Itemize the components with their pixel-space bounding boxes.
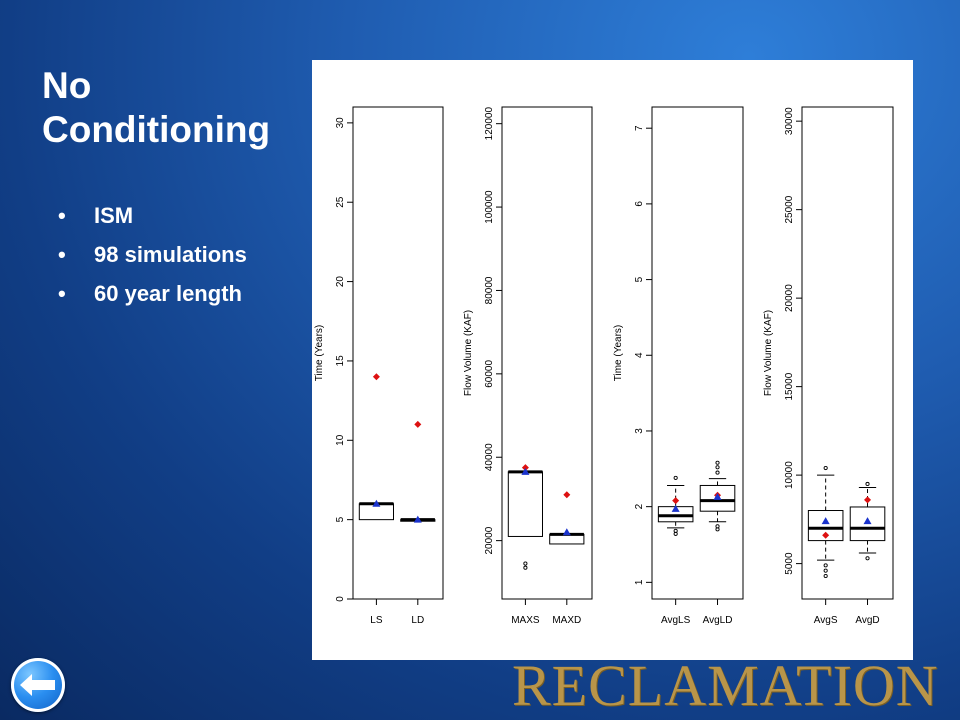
- y-axis-label: Time (Years): [314, 325, 325, 382]
- bullet-text: 60 year length: [94, 281, 242, 306]
- x-tick-label: LD: [411, 615, 424, 626]
- y-tick-label: 30000: [784, 107, 795, 135]
- bullet-item: • ISM: [58, 196, 247, 235]
- bullet-item: • 98 simulations: [58, 235, 247, 274]
- y-tick-label: 20: [335, 276, 346, 288]
- red-diamond-marker: [521, 464, 529, 472]
- plot-frame: [501, 106, 593, 600]
- box: [849, 506, 886, 542]
- y-tick-label: 4: [634, 352, 645, 358]
- box: [507, 471, 544, 537]
- red-diamond-marker: [414, 420, 422, 428]
- y-axis-label: Flow Volume (KAF): [463, 310, 474, 396]
- y-tick-label: 10000: [784, 461, 795, 489]
- y-tick-label: 25: [335, 196, 346, 208]
- red-diamond-marker: [563, 491, 571, 499]
- y-tick-label: 20000: [784, 284, 795, 312]
- x-tick-label: MAXS: [511, 615, 540, 626]
- bullet-dot: •: [58, 242, 66, 267]
- outlier-point: [715, 470, 720, 475]
- y-tick-label: 5000: [784, 552, 795, 575]
- outlier-point: [865, 481, 870, 487]
- y-tick-label: 20000: [484, 526, 495, 554]
- y-tick-label: 40000: [484, 443, 495, 471]
- x-tick-label: LS: [370, 615, 383, 626]
- blue-triangle-marker: [372, 499, 381, 507]
- outlier-point: [715, 465, 720, 470]
- x-tick-label: AvgLD: [703, 615, 733, 626]
- outlier-point: [673, 475, 678, 480]
- y-tick-label: 15: [335, 355, 346, 367]
- y-tick-label: 5: [634, 276, 645, 282]
- x-tick-label: AvgLS: [661, 615, 691, 626]
- outlier-point: [865, 556, 870, 561]
- y-tick-label: 6: [634, 201, 645, 207]
- red-diamond-marker: [864, 496, 872, 504]
- outlier-point: [823, 573, 828, 579]
- plot-frame: [651, 106, 744, 600]
- outlier-point: [823, 568, 828, 573]
- y-tick-label: 80000: [484, 276, 495, 304]
- blue-triangle-marker: [863, 517, 872, 525]
- x-tick-label: AvgS: [814, 615, 838, 626]
- y-tick-label: 15000: [784, 372, 795, 400]
- blue-triangle-marker: [713, 492, 722, 500]
- bullet-dot: •: [58, 281, 66, 306]
- bullet-dot: •: [58, 203, 66, 228]
- y-tick-label: 0: [335, 596, 346, 602]
- blue-triangle-marker: [671, 504, 680, 512]
- y-tick-label: 7: [634, 125, 645, 131]
- y-tick-label: 2: [634, 503, 645, 509]
- outlier-point: [823, 563, 828, 568]
- y-tick-label: 120000: [484, 107, 495, 141]
- back-arrow-icon: [20, 674, 55, 696]
- y-tick-label: 60000: [484, 360, 495, 388]
- boxplot-panel: 20000 40000 60000 80000 100000 120000 Flow Vol…: [463, 106, 593, 626]
- red-diamond-marker: [822, 531, 830, 539]
- boxplot-panel: 0 5 10 15 20 25 30 Time (Years) LS LD: [314, 106, 444, 626]
- blue-triangle-marker: [413, 515, 422, 523]
- red-diamond-marker: [672, 497, 680, 505]
- plot-frame: [352, 106, 444, 600]
- outlier-point: [823, 465, 828, 471]
- bullet-item: • 60 year length: [58, 274, 247, 313]
- outlier-point: [673, 528, 678, 533]
- outlier-point: [523, 565, 528, 570]
- y-tick-label: 5: [335, 516, 346, 522]
- y-tick-label: 100000: [484, 190, 495, 224]
- back-button[interactable]: [11, 658, 65, 712]
- x-tick-label: MAXD: [552, 615, 581, 626]
- boxplot-panel: 5000 10000 15000 20000 25000 30000 Flow Volume…: [763, 106, 894, 626]
- blue-triangle-marker: [521, 467, 530, 475]
- bullet-text: 98 simulations: [94, 242, 247, 267]
- y-axis-label: Flow Volume (KAF): [763, 310, 774, 396]
- y-tick-label: 3: [634, 428, 645, 434]
- red-diamond-marker: [372, 373, 380, 381]
- y-tick-label: 30: [335, 117, 346, 129]
- y-tick-label: 25000: [784, 195, 795, 223]
- y-tick-label: 10: [335, 434, 346, 446]
- outlier-point: [715, 524, 720, 529]
- blue-triangle-marker: [821, 517, 830, 525]
- y-axis-label: Time (Years): [613, 325, 624, 382]
- bullet-list: • ISM • 98 simulations • 60 year length: [58, 196, 247, 313]
- bullet-text: ISM: [94, 203, 134, 228]
- brand-logo: RECLAMATION: [512, 653, 939, 718]
- outlier-point: [523, 561, 528, 566]
- slide-title: No Conditioning: [42, 65, 271, 150]
- box: [699, 484, 736, 512]
- x-tick-label: AvgD: [855, 615, 879, 626]
- chart-panel: 0 5 10 15 20 25 30 Time (Years) LS LD 20000 40000 60…: [312, 60, 913, 660]
- boxplot-panel: 1 2 3 4 5 6 7 Time (Years) AvgLS AvgLD: [613, 106, 744, 626]
- blue-triangle-marker: [562, 528, 571, 536]
- y-tick-label: 1: [634, 579, 645, 585]
- plot-frame: [801, 106, 894, 600]
- outlier-point: [715, 460, 720, 465]
